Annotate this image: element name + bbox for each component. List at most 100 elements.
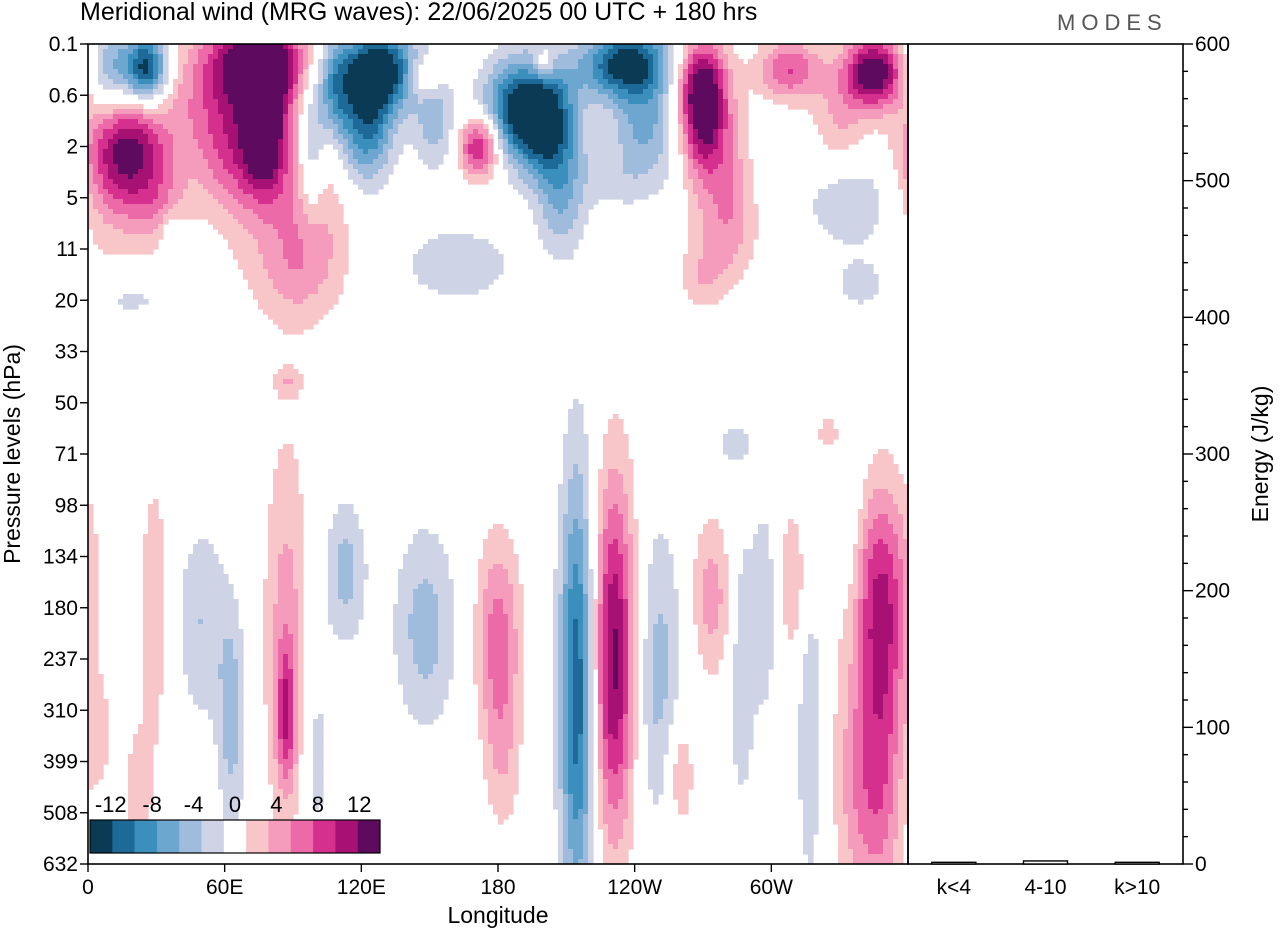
heatmap-cell — [93, 169, 99, 175]
heatmap-cell — [98, 159, 104, 165]
heatmap-cell — [898, 799, 909, 805]
heatmap-cell — [573, 704, 584, 710]
heatmap-cell — [538, 74, 594, 80]
heatmap-cell — [218, 669, 239, 675]
heatmap-cell — [403, 99, 419, 105]
heatmap-cell — [538, 194, 549, 200]
heatmap-cell — [173, 179, 189, 185]
heatmap-cell — [338, 139, 349, 145]
heatmap-cell — [343, 109, 354, 115]
heatmap-cell — [873, 659, 889, 665]
heatmap-cell — [238, 759, 244, 765]
heatmap-cell — [393, 84, 399, 90]
heatmap-cell — [398, 114, 409, 120]
heatmap-cell — [583, 609, 589, 615]
heatmap-cell — [393, 54, 399, 60]
heatmap-cell — [733, 754, 749, 760]
heatmap-cell — [898, 169, 904, 175]
heatmap-cell — [153, 159, 164, 165]
heatmap-cell — [628, 779, 634, 785]
heatmap-cell — [558, 689, 564, 695]
heatmap-cell — [838, 54, 849, 60]
heatmap-cell — [883, 709, 894, 715]
heatmap-cell — [298, 699, 304, 705]
heatmap-cell — [143, 704, 159, 710]
heatmap-cell — [313, 739, 324, 745]
heatmap-cell — [608, 749, 624, 755]
heatmap-cell — [503, 94, 509, 100]
heatmap-cell — [853, 644, 859, 650]
heatmap-cell — [568, 164, 579, 170]
heatmap-cell — [413, 79, 419, 85]
heatmap-cell — [518, 654, 524, 660]
heatmap-cell — [413, 644, 439, 650]
heatmap-cell — [868, 534, 899, 540]
heatmap-cell — [563, 654, 569, 660]
heatmap-cell — [148, 64, 154, 70]
heatmap-cell — [113, 59, 129, 65]
heatmap-cell — [603, 609, 609, 615]
heatmap-cell — [383, 104, 389, 110]
heatmap-cell — [803, 824, 819, 830]
heatmap-cell — [783, 574, 804, 580]
heatmap-cell — [478, 569, 489, 575]
heatmap-cell — [598, 674, 604, 680]
heatmap-cell — [653, 714, 664, 720]
heatmap-cell — [508, 129, 514, 135]
heatmap-cell — [583, 694, 589, 700]
heatmap-cell — [88, 209, 99, 215]
heatmap-cell — [658, 84, 664, 90]
heatmap-cell — [568, 814, 574, 820]
heatmap-cell — [583, 719, 589, 725]
heatmap-cell — [633, 694, 639, 700]
heatmap-cell — [288, 144, 294, 150]
heatmap-cell — [333, 54, 339, 60]
heatmap-cell — [88, 124, 99, 130]
heatmap-cell — [508, 154, 514, 160]
heatmap-cell — [583, 579, 589, 585]
heatmap-cell — [563, 779, 569, 785]
heatmap-cell — [608, 799, 619, 805]
heatmap-cell — [493, 94, 499, 100]
heatmap-cell — [893, 84, 899, 90]
heatmap-cell — [213, 724, 224, 730]
heatmap-cell — [573, 474, 584, 480]
heatmap-cell — [883, 799, 894, 805]
heatmap-cell — [853, 754, 864, 760]
heatmap-cell — [798, 734, 819, 740]
heatmap-cell — [238, 684, 244, 690]
heatmap-cell — [848, 294, 874, 300]
heatmap-cell — [833, 769, 844, 775]
heatmap-cell — [623, 724, 629, 730]
heatmap-cell — [653, 664, 669, 670]
heatmap-cell — [898, 84, 904, 90]
heatmap-cell — [618, 134, 634, 140]
heatmap-cell — [443, 129, 449, 135]
heatmap-cell — [483, 704, 494, 710]
heatmap-cell — [848, 839, 864, 845]
heatmap-cell — [473, 84, 484, 90]
heatmap-cell — [138, 79, 154, 85]
heatmap-cell — [88, 739, 109, 745]
heatmap-cell — [568, 829, 584, 835]
heatmap-cell — [888, 544, 899, 550]
heatmap-cell — [693, 154, 704, 160]
heatmap-cell — [158, 44, 164, 50]
heatmap-cell — [883, 694, 894, 700]
heatmap-cell — [223, 679, 239, 685]
heatmap-cell — [898, 739, 904, 745]
heatmap-cell — [513, 624, 524, 630]
heatmap-cell — [138, 94, 154, 100]
heatmap-cell — [308, 214, 344, 220]
heatmap-cell — [608, 619, 624, 625]
heatmap-cell — [363, 134, 374, 140]
heatmap-cell — [838, 834, 849, 840]
heatmap-cell — [178, 59, 189, 65]
heatmap-cell — [588, 629, 594, 635]
heatmap-cell — [508, 94, 559, 100]
heatmap-cell — [148, 69, 154, 75]
heatmap-cell — [743, 169, 754, 175]
heatmap-cell — [143, 534, 164, 540]
heatmap-cell — [903, 54, 909, 60]
heatmap-cell — [393, 649, 414, 655]
